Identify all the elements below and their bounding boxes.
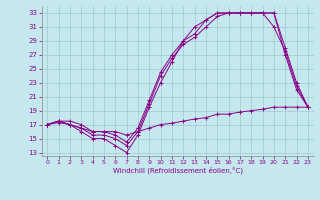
X-axis label: Windchill (Refroidissement éolien,°C): Windchill (Refroidissement éolien,°C) [113,167,243,174]
